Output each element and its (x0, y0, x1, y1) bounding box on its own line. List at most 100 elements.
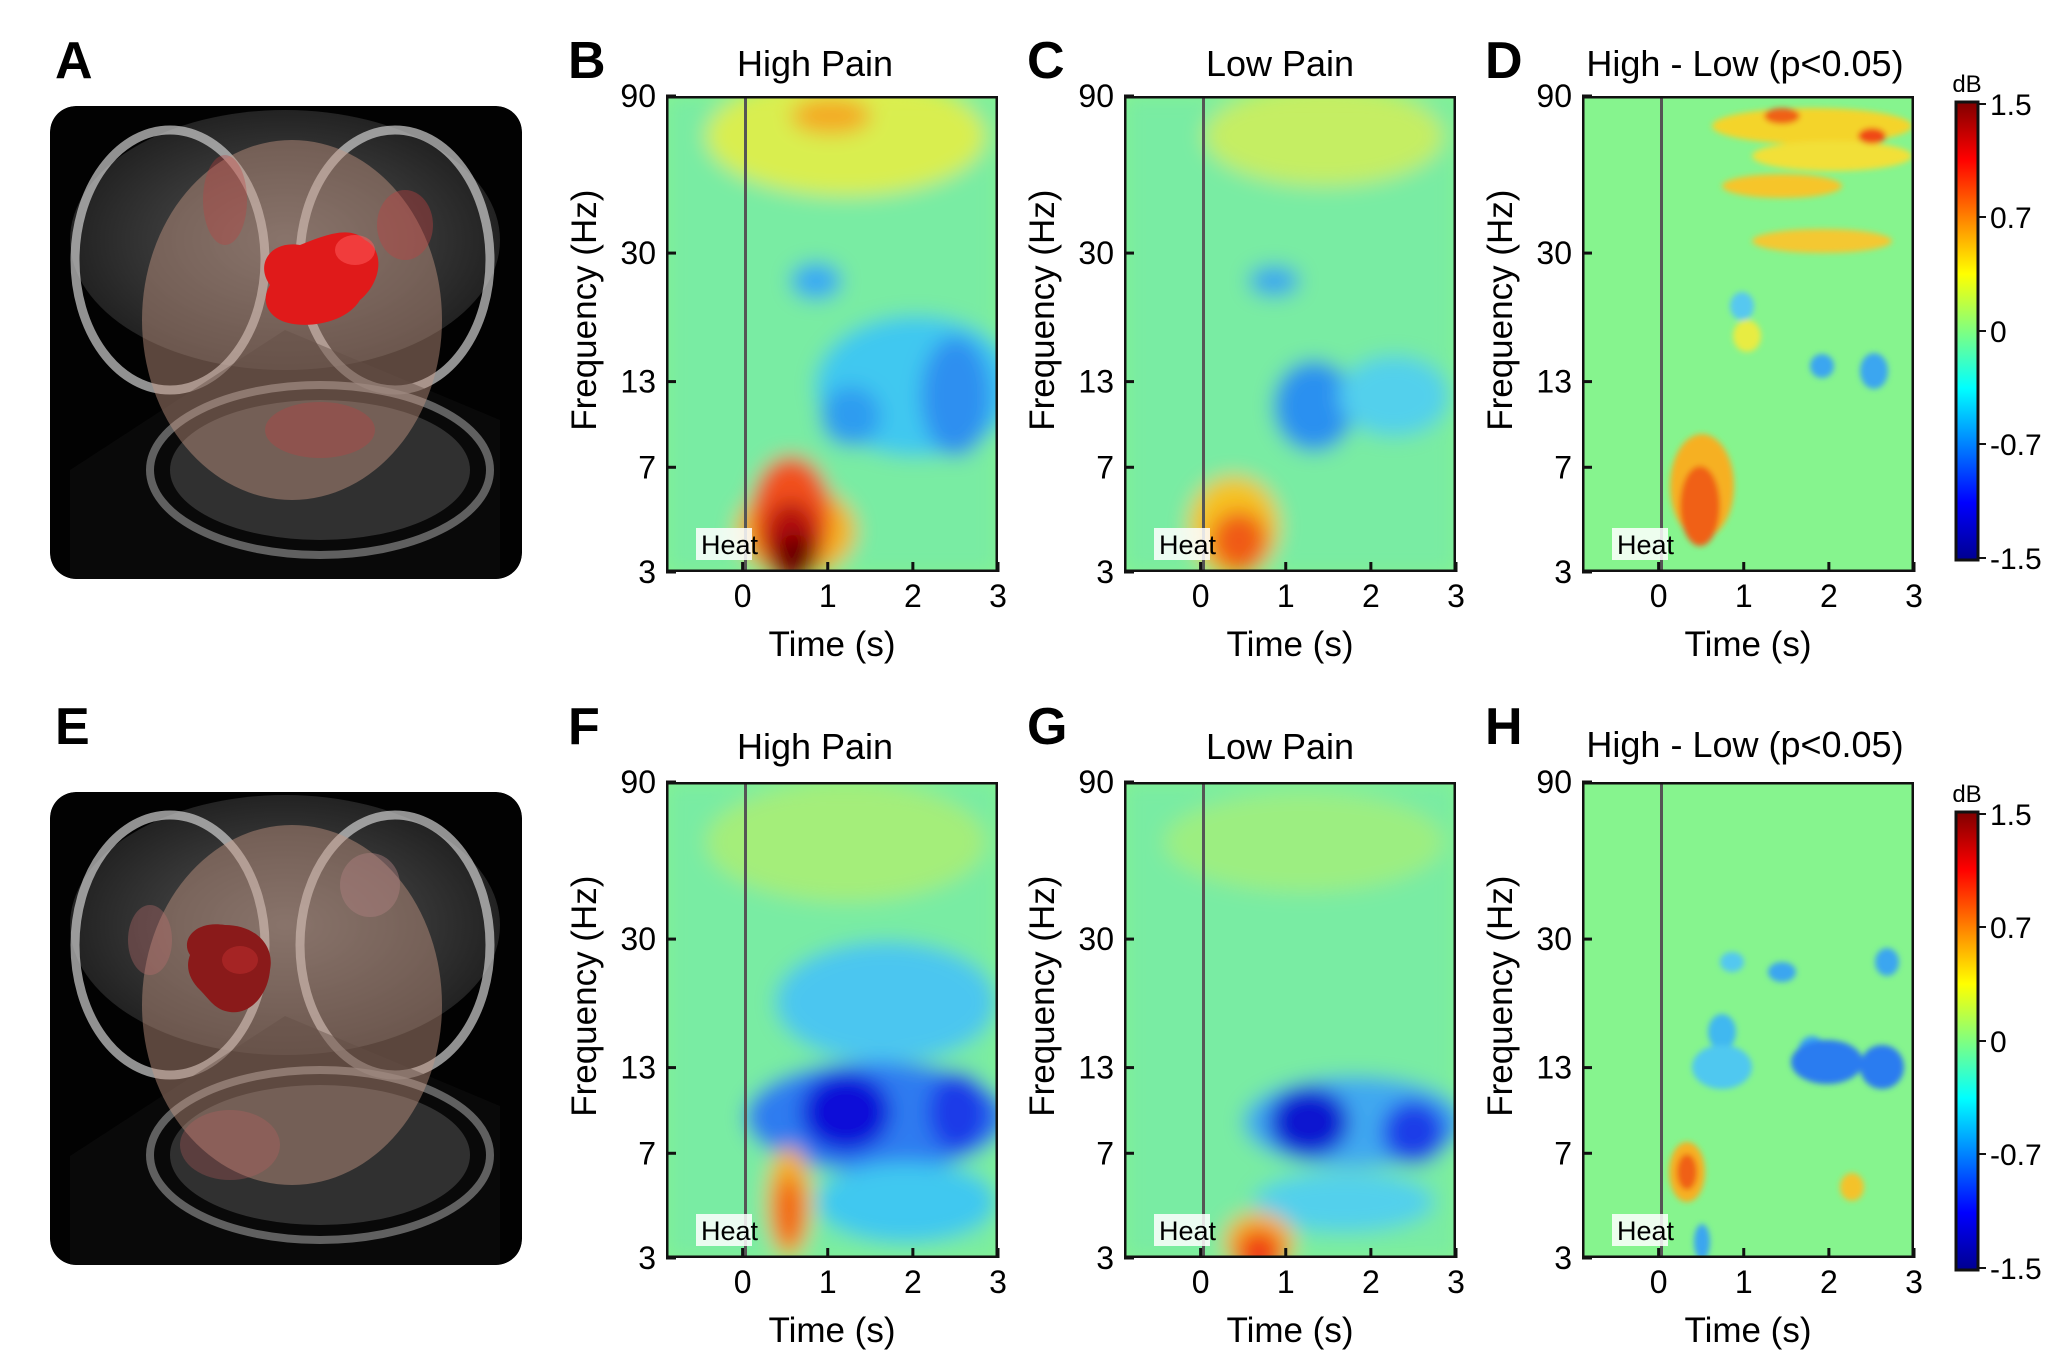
x-tick-label: 3 (1905, 1264, 1923, 1300)
x-axis-label: Time (s) (768, 625, 895, 664)
y-tick-label: 13 (620, 1050, 656, 1086)
colorbar-ticks-1: 1.5 0.7 0 -0.7 -1.5 (1978, 89, 2042, 576)
y-tick-label: 7 (1096, 1135, 1114, 1171)
y-tick-label: 7 (638, 1135, 656, 1171)
x-tick-label: 3 (989, 1264, 1007, 1300)
x-tick-label: 3 (1905, 578, 1923, 614)
panel-label-e: E (55, 698, 90, 756)
panel-title-d: High - Low (p<0.05) (1586, 43, 1903, 84)
panel-label-h: H (1485, 698, 1523, 756)
y-tick-label: 30 (620, 921, 656, 957)
x-tick-label: 3 (1447, 578, 1465, 614)
heatmap-h: Heat (1582, 782, 1914, 1258)
y-tick-label: 30 (1078, 921, 1114, 957)
x-axis-label: Time (s) (1226, 625, 1353, 664)
x-axis-label: Time (s) (768, 1311, 895, 1350)
panel-label-c: C (1027, 32, 1065, 90)
x-tick-label: 1 (1277, 578, 1295, 614)
y-tick-label: 90 (1078, 78, 1114, 114)
y-axis-label: Frequency (Hz) (1023, 876, 1062, 1117)
y-axis-label: Frequency (Hz) (565, 876, 604, 1117)
y-axis-label: Frequency (Hz) (1481, 190, 1520, 431)
x-tick-label: 0 (1650, 1264, 1668, 1300)
y-axis-label: Frequency (Hz) (565, 190, 604, 431)
heat-label-c: Heat (1159, 530, 1217, 560)
x-tick-label: 1 (819, 578, 837, 614)
panel-title-h: High - Low (p<0.05) (1586, 724, 1903, 765)
heat-label-h: Heat (1617, 1216, 1675, 1246)
heatmap-f: Heat (666, 782, 998, 1258)
heat-label-f: Heat (701, 1216, 759, 1246)
y-tick-label: 3 (638, 1240, 656, 1276)
colorbar-1 (1954, 100, 1980, 562)
y-tick-label: 90 (620, 764, 656, 800)
heatmap-b: Heat (666, 96, 998, 572)
x-tick-label: 1 (1735, 1264, 1753, 1300)
y-tick-label: 3 (1554, 1240, 1572, 1276)
panel-label-d: D (1485, 32, 1523, 90)
colorbar-tick-label: -1.5 (1990, 1253, 2042, 1286)
panel-title-f: High Pain (737, 726, 893, 767)
y-tick-label: 7 (638, 449, 656, 485)
y-tick-label: 3 (1554, 554, 1572, 590)
colorbar-tick-label: 0.7 (1990, 912, 2032, 945)
panel-label-g: G (1027, 698, 1067, 756)
colorbar-tick-label: 0 (1990, 1026, 2007, 1059)
y-tick-label: 7 (1096, 449, 1114, 485)
colorbar-tick-label: 1.5 (1990, 89, 2032, 122)
colorbar-tick-label: -0.7 (1990, 429, 2042, 462)
x-tick-label: 0 (734, 578, 752, 614)
x-tick-label: 2 (904, 1264, 922, 1300)
colorbar-unit-2: dB (1952, 781, 1981, 808)
brain-render-a (50, 106, 522, 579)
panel-label-a: A (55, 32, 93, 90)
x-tick-label: 3 (1447, 1264, 1465, 1300)
x-tick-label: 1 (1735, 578, 1753, 614)
x-tick-label: 0 (1192, 1264, 1210, 1300)
y-tick-label: 90 (1078, 764, 1114, 800)
x-tick-label: 1 (1277, 1264, 1295, 1300)
y-tick-label: 7 (1554, 449, 1572, 485)
x-tick-label: 2 (904, 578, 922, 614)
colorbar-unit-1: dB (1952, 71, 1981, 98)
x-axis-label: Time (s) (1684, 625, 1811, 664)
x-axis-label: Time (s) (1684, 1311, 1811, 1350)
brain-render-e (50, 792, 522, 1265)
panel-label-f: F (568, 698, 600, 756)
y-tick-label: 13 (1536, 364, 1572, 400)
x-tick-label: 0 (1650, 578, 1668, 614)
colorbar-tick-label: -0.7 (1990, 1139, 2042, 1172)
heatmap-c: Heat (1124, 96, 1456, 572)
y-tick-label: 3 (1096, 1240, 1114, 1276)
heatmap-d: Heat (1582, 96, 1914, 572)
x-tick-label: 2 (1820, 578, 1838, 614)
x-tick-label: 2 (1362, 1264, 1380, 1300)
heatmap-g: Heat (1124, 782, 1456, 1258)
panel-title-g: Low Pain (1206, 726, 1354, 767)
colorbar-tick-label: 0 (1990, 316, 2007, 349)
y-tick-label: 13 (620, 364, 656, 400)
y-tick-label: 3 (1096, 554, 1114, 590)
y-tick-label: 90 (620, 78, 656, 114)
x-tick-label: 1 (819, 1264, 837, 1300)
x-tick-label: 2 (1362, 578, 1380, 614)
y-tick-label: 13 (1078, 1050, 1114, 1086)
y-tick-label: 7 (1554, 1135, 1572, 1171)
colorbar-tick-label: 1.5 (1990, 799, 2032, 832)
y-tick-label: 30 (1078, 235, 1114, 271)
panel-title-b: High Pain (737, 43, 893, 84)
y-tick-label: 30 (1536, 921, 1572, 957)
heat-label-b: Heat (701, 530, 759, 560)
heat-label-d: Heat (1617, 530, 1675, 560)
x-tick-label: 0 (734, 1264, 752, 1300)
x-tick-label: 3 (989, 578, 1007, 614)
x-tick-label: 2 (1820, 1264, 1838, 1300)
panel-title-c: Low Pain (1206, 43, 1354, 84)
colorbar-ticks-2: 1.5 0.7 0 -0.7 -1.5 (1978, 799, 2042, 1286)
colorbar-2 (1954, 810, 1980, 1272)
y-tick-label: 90 (1536, 764, 1572, 800)
y-tick-label: 3 (638, 554, 656, 590)
y-axis-label: Frequency (Hz) (1481, 876, 1520, 1117)
y-tick-label: 30 (620, 235, 656, 271)
